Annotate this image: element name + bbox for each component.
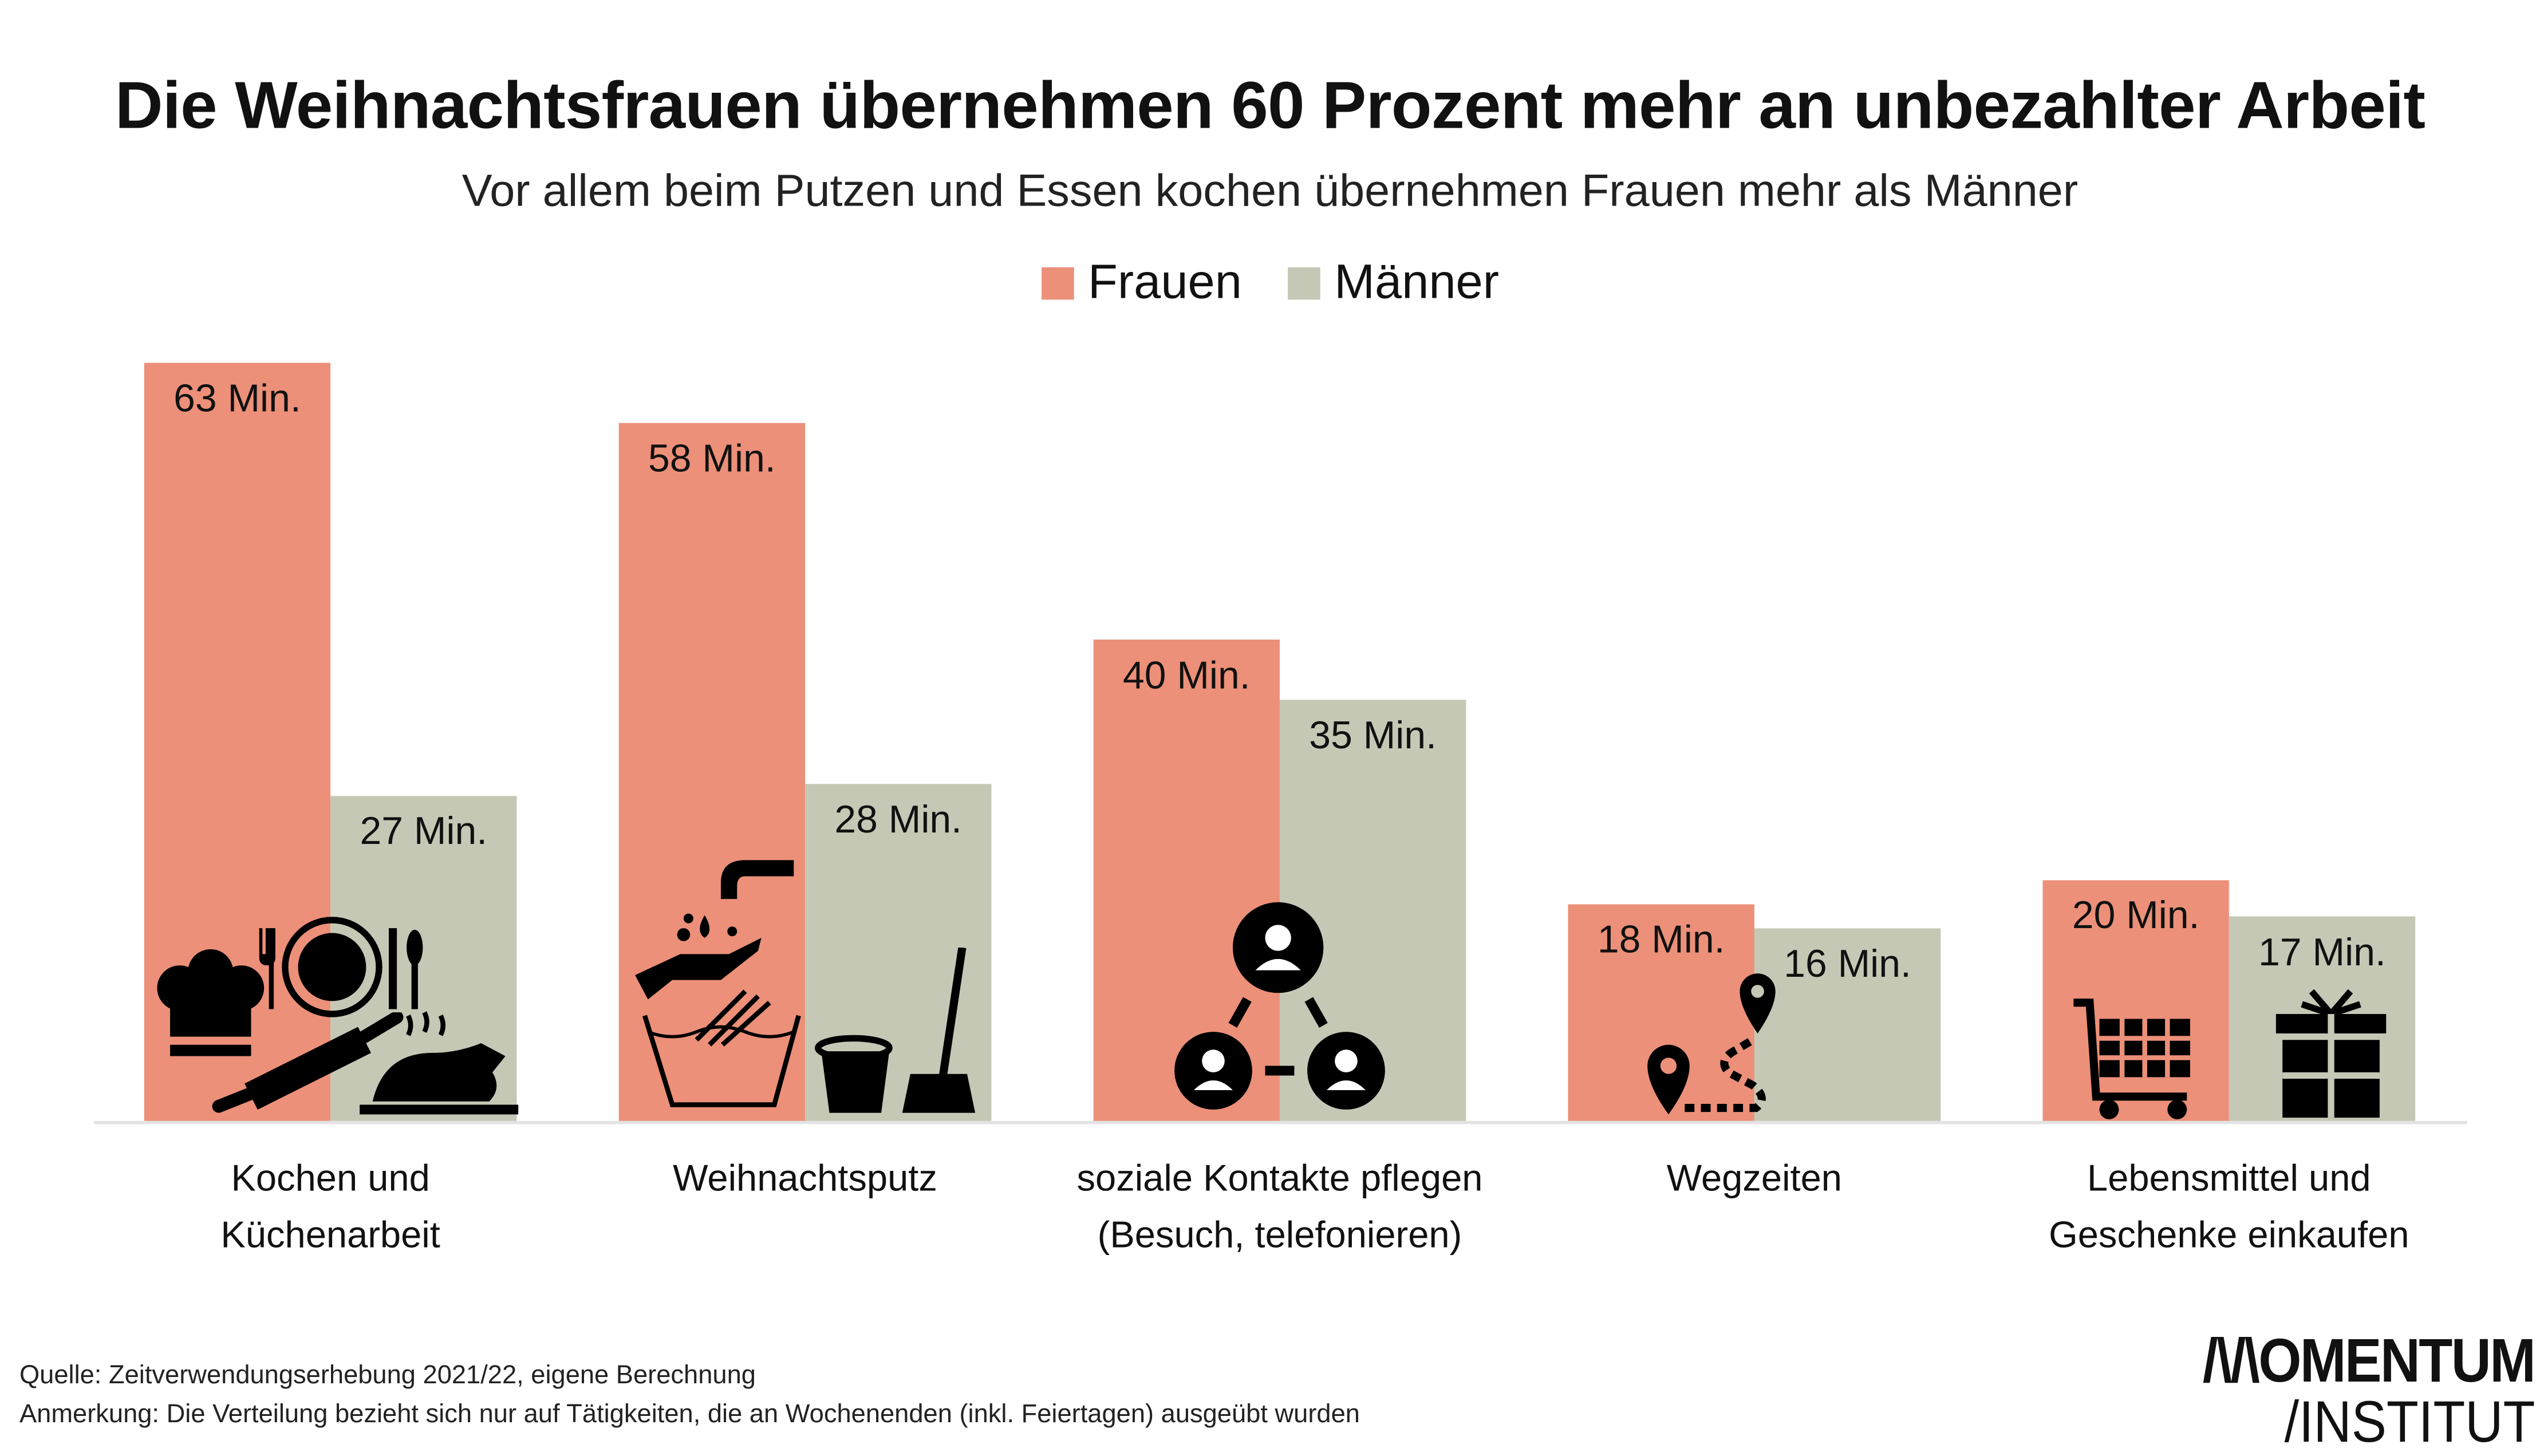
value-label: 40 Min.	[1122, 654, 1251, 698]
chart-subtitle: Vor allem beim Putzen und Essen kochen ü…	[462, 165, 2078, 216]
value-label: 58 Min.	[648, 437, 776, 482]
bucket-mop-icon	[815, 948, 976, 1113]
value-label: 18 Min.	[1597, 918, 1725, 963]
legend: Frauen Männer	[0, 256, 2540, 311]
category-label: Lebensmittel und Geschenke einkaufen	[2049, 1156, 2409, 1256]
washing-hands-icon	[635, 860, 801, 1107]
legend-label-maenner: Männer	[1334, 255, 1500, 310]
legend-item-maenner: Männer	[1287, 256, 1499, 311]
legend-item-frauen: Frauen	[1041, 256, 1242, 311]
category-label: Weihnachtsputz	[673, 1156, 937, 1199]
chart-title: Die Weihnachtsfrauen übernehmen 60 Proze…	[115, 68, 2425, 143]
roast-chicken-icon	[360, 1011, 519, 1115]
legend-label-frauen: Frauen	[1088, 255, 1242, 310]
rolling-pin-icon	[212, 1012, 404, 1113]
social-contacts-icon	[1174, 902, 1385, 1110]
logo-institut: /INSTITUT	[2284, 1388, 2535, 1455]
bar-frauen	[1093, 640, 1280, 1121]
plate-cutlery-icon	[259, 917, 423, 1017]
annotation-note: Anmerkung: Die Verteilung bezieht sich n…	[19, 1401, 1360, 1429]
shopping-cart-icon	[2073, 999, 2190, 1119]
value-label: 35 Min.	[1309, 714, 1437, 759]
bar-maenner	[1754, 928, 1941, 1121]
source-note: Quelle: Zeitverwendungserhebung 2021/22,…	[19, 1362, 756, 1390]
category-label: Kochen und Küchenarbeit	[220, 1156, 440, 1256]
legend-swatch-maenner	[1287, 267, 1320, 300]
category-label: Wegzeiten	[1666, 1156, 1843, 1199]
route-map-pin-icon	[1647, 973, 1776, 1115]
logo-momentum: /\/\OMENTUM	[2203, 1328, 2537, 1396]
value-label: 20 Min.	[2072, 894, 2200, 939]
gift-icon	[2275, 989, 2387, 1118]
value-label: 27 Min.	[360, 810, 488, 855]
chef-hat-icon	[157, 949, 265, 1056]
category-label: soziale Kontakte pflegen (Besuch, telefo…	[1076, 1156, 1483, 1256]
value-label: 28 Min.	[834, 798, 963, 843]
value-label: 16 Min.	[1784, 942, 1911, 987]
value-label: 63 Min.	[173, 377, 301, 421]
value-label: 17 Min.	[2258, 930, 2386, 975]
bar-frauen	[618, 423, 806, 1121]
legend-swatch-frauen	[1041, 267, 1074, 300]
